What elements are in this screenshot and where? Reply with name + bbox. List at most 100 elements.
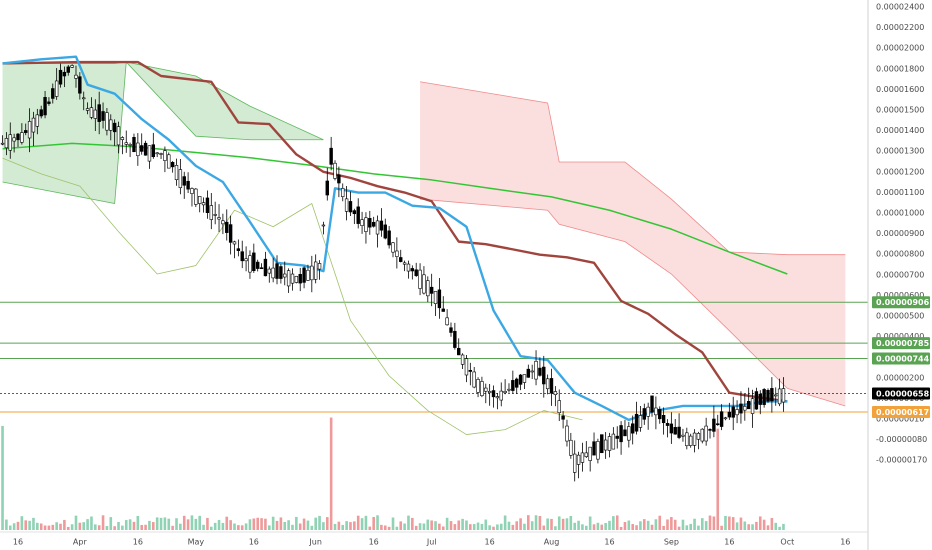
candle-62: [240, 240, 244, 269]
volume-bar-35: [136, 515, 140, 530]
volume-bar-176: [681, 519, 685, 530]
candle-171: [661, 407, 666, 435]
volume-bar-182: [704, 521, 708, 530]
candle-201: [777, 378, 782, 407]
volume-bar-78: [302, 518, 306, 530]
volume-bar-152: [588, 516, 592, 530]
svg-text:0.00000785: 0.00000785: [876, 339, 930, 348]
volume-bar-55: [213, 522, 217, 530]
candle-64: [248, 250, 252, 279]
time-tick-label: 16: [485, 538, 495, 547]
volume-bar-10: [39, 523, 43, 530]
price-tick-label: 0.00000500: [876, 312, 924, 321]
volume-bar-145: [561, 518, 565, 530]
candle-150: [580, 442, 585, 472]
candle-50: [194, 188, 198, 208]
time-tick-label: Oct: [780, 538, 794, 547]
time-tick-label: Sep: [664, 538, 679, 547]
candle-194: [750, 389, 755, 428]
candle-167: [646, 402, 650, 430]
volume-bar-128: [496, 524, 499, 530]
cloud-bullish-span-a: [2, 61, 324, 141]
candle-9: [35, 108, 40, 135]
candle-169: [654, 396, 658, 430]
candle-165: [638, 406, 643, 432]
volume-bar-168: [650, 524, 654, 530]
candle-164: [634, 401, 639, 435]
candle-119: [460, 353, 465, 370]
volume-bar-150: [581, 524, 584, 530]
price-tick-label: -0.00000080: [876, 435, 927, 444]
candle-193: [746, 387, 751, 410]
volume-bar-29: [113, 526, 116, 530]
volume-bar-65: [252, 518, 256, 530]
candle-182: [704, 417, 708, 446]
price-tick-label: 0.00001300: [876, 147, 924, 156]
volume-bar-56: [217, 520, 221, 530]
cloud-bearish-span-a: [420, 198, 846, 407]
price-tick-label: 0.00000900: [876, 229, 924, 238]
candle-186: [719, 404, 724, 431]
volume-bar-41: [159, 517, 163, 530]
candle-97: [375, 215, 380, 248]
price-tick-label: 0.00001400: [876, 126, 924, 135]
candle-188: [727, 402, 732, 420]
volume-bar-153: [592, 524, 596, 530]
volume-bar-36: [140, 524, 144, 530]
candle-15: [58, 63, 63, 88]
volume-bar-173: [670, 517, 673, 530]
candle-174: [673, 418, 677, 435]
volume-bar-86: [333, 523, 337, 530]
candle-22: [85, 102, 90, 115]
volume-bar-5: [20, 516, 24, 530]
candle-128: [495, 393, 500, 410]
candle-153: [592, 432, 596, 456]
candle-29: [112, 119, 117, 146]
volume-bar-148: [573, 522, 577, 530]
volume-bar-72: [279, 517, 283, 530]
price-tick-label: 0.00000600: [876, 291, 924, 300]
volume-bar-122: [472, 524, 476, 530]
volume-bar-34: [132, 521, 136, 530]
candle-115: [445, 309, 449, 326]
candle-61: [236, 239, 241, 257]
volume-bar-32: [124, 520, 128, 530]
candle-104: [402, 260, 407, 272]
time-tick-label: 16: [13, 538, 23, 547]
volume-bar-104: [403, 523, 406, 530]
time-axis[interactable]: 16 Apr 16 May 16 Jun 16 Jul 16 Aug 16 Sep 16 Oct 16: [0, 531, 868, 547]
candle-34: [132, 133, 136, 153]
candle-24: [93, 99, 98, 131]
volume-bar-109: [422, 523, 426, 530]
candle-157: [607, 432, 612, 458]
candle-113: [437, 277, 442, 319]
volume-bar-101: [391, 517, 395, 530]
volume-bar-133: [515, 521, 519, 530]
candle-63: [244, 246, 248, 272]
volume-bar-115: [445, 517, 449, 530]
candle-126: [487, 383, 492, 406]
candle-45: [174, 158, 179, 186]
candle-95: [368, 210, 372, 235]
candle-154: [596, 438, 600, 464]
volume-bar-24: [94, 524, 97, 530]
volume-bar-163: [631, 524, 634, 530]
volume-bar-4: [16, 521, 20, 530]
candle-159: [615, 426, 619, 449]
candle-111: [429, 273, 434, 307]
candle-190: [735, 400, 739, 424]
volume-bar-171: [662, 525, 665, 530]
volume-bar-59: [229, 520, 232, 530]
ichimoku-cloud: [2, 61, 846, 407]
volume-bar-147: [569, 516, 573, 530]
candle-173: [669, 412, 674, 444]
volume-bar-126: [488, 525, 491, 530]
candle-88: [341, 183, 345, 202]
candle-136: [526, 364, 531, 378]
volume-bar-118: [457, 520, 461, 530]
candle-53: [205, 190, 210, 219]
candle-117: [453, 322, 457, 350]
price-tick-label: 0.00000400: [876, 332, 924, 341]
candle-170: [658, 406, 662, 424]
